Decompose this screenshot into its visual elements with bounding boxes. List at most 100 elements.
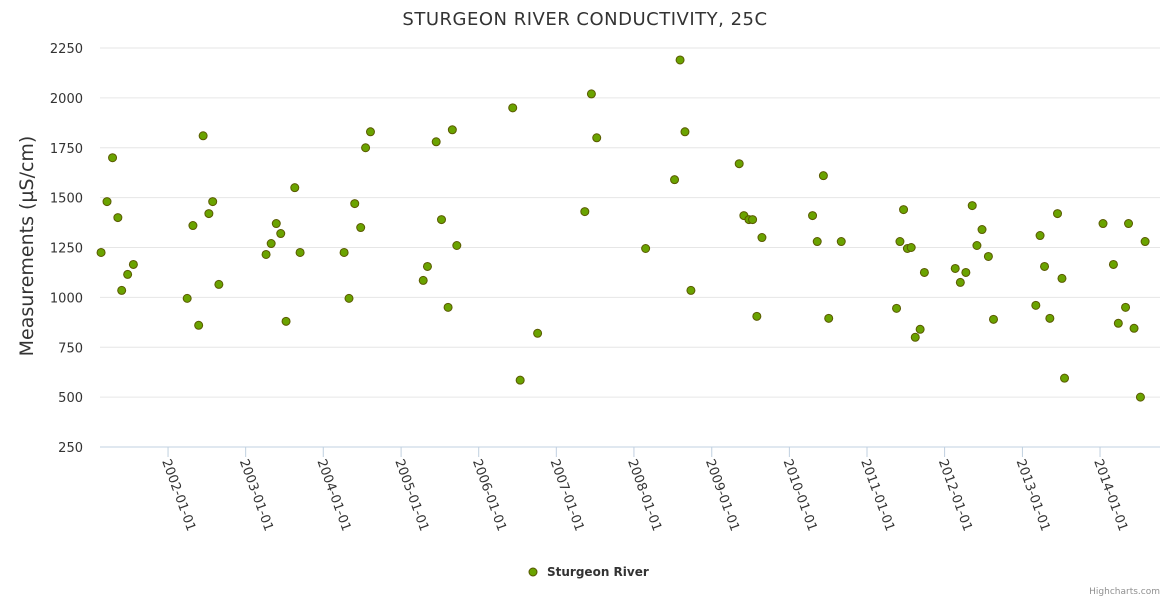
data-point[interactable] bbox=[436, 215, 446, 225]
data-point[interactable] bbox=[1113, 318, 1123, 328]
series-sturgeon-river[interactable] bbox=[96, 55, 1150, 402]
y-tick-label: 250 bbox=[58, 441, 83, 456]
y-tick-label: 750 bbox=[58, 341, 83, 356]
data-point[interactable] bbox=[123, 269, 133, 279]
data-point[interactable] bbox=[670, 175, 680, 185]
data-point[interactable] bbox=[290, 183, 300, 193]
y-tick-label: 2250 bbox=[50, 42, 83, 57]
data-point[interactable] bbox=[198, 131, 208, 141]
data-point[interactable] bbox=[641, 243, 651, 253]
data-point[interactable] bbox=[686, 285, 696, 295]
data-point[interactable] bbox=[680, 127, 690, 137]
chart-title: STURGEON RIVER CONDUCTIVITY, 25C bbox=[402, 9, 767, 30]
data-point[interactable] bbox=[892, 303, 902, 313]
data-point[interactable] bbox=[1053, 209, 1063, 219]
data-point[interactable] bbox=[1124, 219, 1134, 229]
data-point[interactable] bbox=[675, 55, 685, 65]
data-point[interactable] bbox=[899, 205, 909, 215]
data-point[interactable] bbox=[113, 213, 123, 223]
data-point[interactable] bbox=[117, 285, 127, 295]
data-point[interactable] bbox=[452, 241, 462, 251]
data-point[interactable] bbox=[188, 221, 198, 231]
data-point[interactable] bbox=[580, 207, 590, 217]
data-point[interactable] bbox=[418, 275, 428, 285]
data-point[interactable] bbox=[1035, 231, 1045, 241]
data-point[interactable] bbox=[983, 251, 993, 261]
data-point[interactable] bbox=[1031, 300, 1041, 310]
data-point[interactable] bbox=[592, 133, 602, 143]
data-point[interactable] bbox=[1045, 313, 1055, 323]
data-point[interactable] bbox=[344, 293, 354, 303]
data-point[interactable] bbox=[356, 223, 366, 233]
data-point[interactable] bbox=[361, 143, 371, 153]
data-point[interactable] bbox=[961, 267, 971, 277]
data-point[interactable] bbox=[1135, 392, 1145, 402]
data-point[interactable] bbox=[208, 197, 218, 207]
data-point[interactable] bbox=[422, 261, 432, 271]
data-point[interactable] bbox=[748, 215, 758, 225]
data-point[interactable] bbox=[955, 277, 965, 287]
data-point[interactable] bbox=[989, 314, 999, 324]
data-point[interactable] bbox=[824, 313, 834, 323]
data-point[interactable] bbox=[447, 125, 457, 135]
data-point[interactable] bbox=[1040, 261, 1050, 271]
y-gridlines bbox=[100, 47, 1160, 398]
data-point[interactable] bbox=[967, 201, 977, 211]
data-point[interactable] bbox=[950, 263, 960, 273]
data-point[interactable] bbox=[271, 219, 281, 229]
data-point[interactable] bbox=[533, 328, 543, 338]
data-point[interactable] bbox=[1098, 219, 1108, 229]
data-point[interactable] bbox=[128, 259, 138, 269]
data-point[interactable] bbox=[365, 127, 375, 137]
data-point[interactable] bbox=[915, 324, 925, 334]
data-point[interactable] bbox=[906, 243, 916, 252]
y-tick-label: 1750 bbox=[50, 142, 83, 157]
data-point[interactable] bbox=[350, 199, 360, 209]
data-point[interactable] bbox=[752, 311, 762, 321]
y-tick-label: 1500 bbox=[50, 192, 83, 207]
legend-marker bbox=[528, 567, 538, 577]
data-point[interactable] bbox=[895, 237, 905, 247]
y-axis-ticks: 250 500 750 1000 1250 1500 1750 2000 2250 bbox=[50, 42, 83, 456]
data-point[interactable] bbox=[734, 159, 744, 169]
data-point[interactable] bbox=[443, 302, 453, 312]
data-point[interactable] bbox=[266, 239, 276, 249]
data-point[interactable] bbox=[977, 225, 987, 235]
data-point[interactable] bbox=[586, 89, 596, 99]
data-point[interactable] bbox=[431, 137, 441, 147]
data-point[interactable] bbox=[972, 241, 982, 251]
data-point[interactable] bbox=[261, 249, 271, 259]
data-point[interactable] bbox=[757, 233, 767, 243]
legend-label[interactable]: Sturgeon River bbox=[547, 565, 649, 579]
y-tick-label: 1250 bbox=[50, 242, 83, 257]
data-point[interactable] bbox=[1140, 237, 1150, 247]
data-point[interactable] bbox=[214, 279, 224, 289]
data-point[interactable] bbox=[102, 197, 112, 207]
legend[interactable]: Sturgeon River bbox=[528, 565, 649, 579]
data-point[interactable] bbox=[295, 247, 305, 257]
data-point[interactable] bbox=[919, 267, 929, 277]
data-point[interactable] bbox=[508, 103, 518, 113]
data-point[interactable] bbox=[96, 247, 106, 257]
data-point[interactable] bbox=[836, 237, 846, 247]
data-point[interactable] bbox=[194, 320, 204, 330]
data-point[interactable] bbox=[1060, 373, 1070, 383]
data-point[interactable] bbox=[276, 229, 286, 239]
data-point[interactable] bbox=[515, 375, 525, 385]
data-point[interactable] bbox=[281, 316, 291, 326]
data-point[interactable] bbox=[108, 153, 118, 163]
data-point[interactable] bbox=[204, 209, 214, 219]
credits-link[interactable]: Highcharts.com bbox=[1089, 587, 1160, 597]
data-point[interactable] bbox=[1129, 323, 1139, 333]
data-point[interactable] bbox=[910, 332, 920, 342]
y-tick-label: 2000 bbox=[50, 92, 83, 107]
data-point[interactable] bbox=[808, 211, 818, 221]
data-point[interactable] bbox=[818, 171, 828, 181]
data-point[interactable] bbox=[182, 293, 192, 303]
data-point[interactable] bbox=[1121, 302, 1131, 312]
data-point[interactable] bbox=[812, 237, 822, 247]
data-point[interactable] bbox=[339, 247, 349, 257]
data-point[interactable] bbox=[1057, 273, 1067, 283]
data-point[interactable] bbox=[1108, 259, 1118, 269]
